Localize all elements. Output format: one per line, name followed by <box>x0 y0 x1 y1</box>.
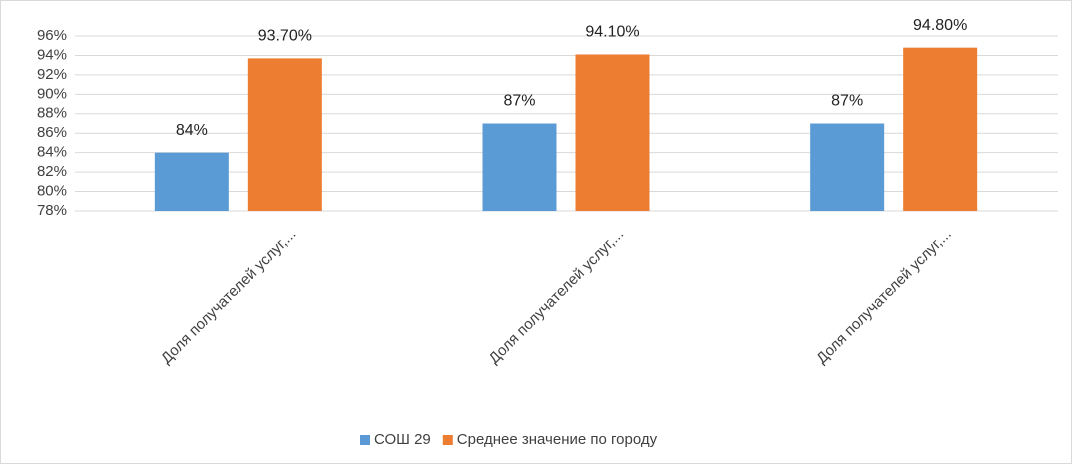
bar <box>482 123 557 211</box>
y-tick-label: 80% <box>37 183 67 200</box>
y-tick-label: 78% <box>37 202 67 219</box>
value-label: 94.80% <box>913 17 967 34</box>
value-label: 94.10% <box>585 24 639 41</box>
y-tick-label: 90% <box>37 85 67 102</box>
legend-label: Среднее значение по городу <box>457 431 658 448</box>
bar <box>810 123 885 211</box>
y-tick-label: 96% <box>37 27 67 44</box>
bar <box>247 58 322 211</box>
legend-swatch <box>442 435 453 445</box>
value-label: 87% <box>503 93 535 110</box>
y-tick-label: 92% <box>37 66 67 83</box>
value-label: 93.70% <box>258 28 312 45</box>
bar <box>903 47 978 211</box>
legend-label: СОШ 29 <box>374 431 431 448</box>
bar <box>575 54 650 211</box>
legend: СОШ 29 Среднее значение по городу <box>360 431 658 448</box>
y-tick-label: 86% <box>37 124 67 141</box>
y-tick-label: 84% <box>37 144 67 161</box>
y-tick-label: 88% <box>37 105 67 122</box>
bar <box>154 152 229 211</box>
legend-swatch <box>360 435 370 445</box>
value-label: 84% <box>176 122 208 139</box>
value-label: 87% <box>831 93 863 110</box>
y-tick-label: 82% <box>37 163 67 180</box>
y-tick-label: 94% <box>37 46 67 63</box>
